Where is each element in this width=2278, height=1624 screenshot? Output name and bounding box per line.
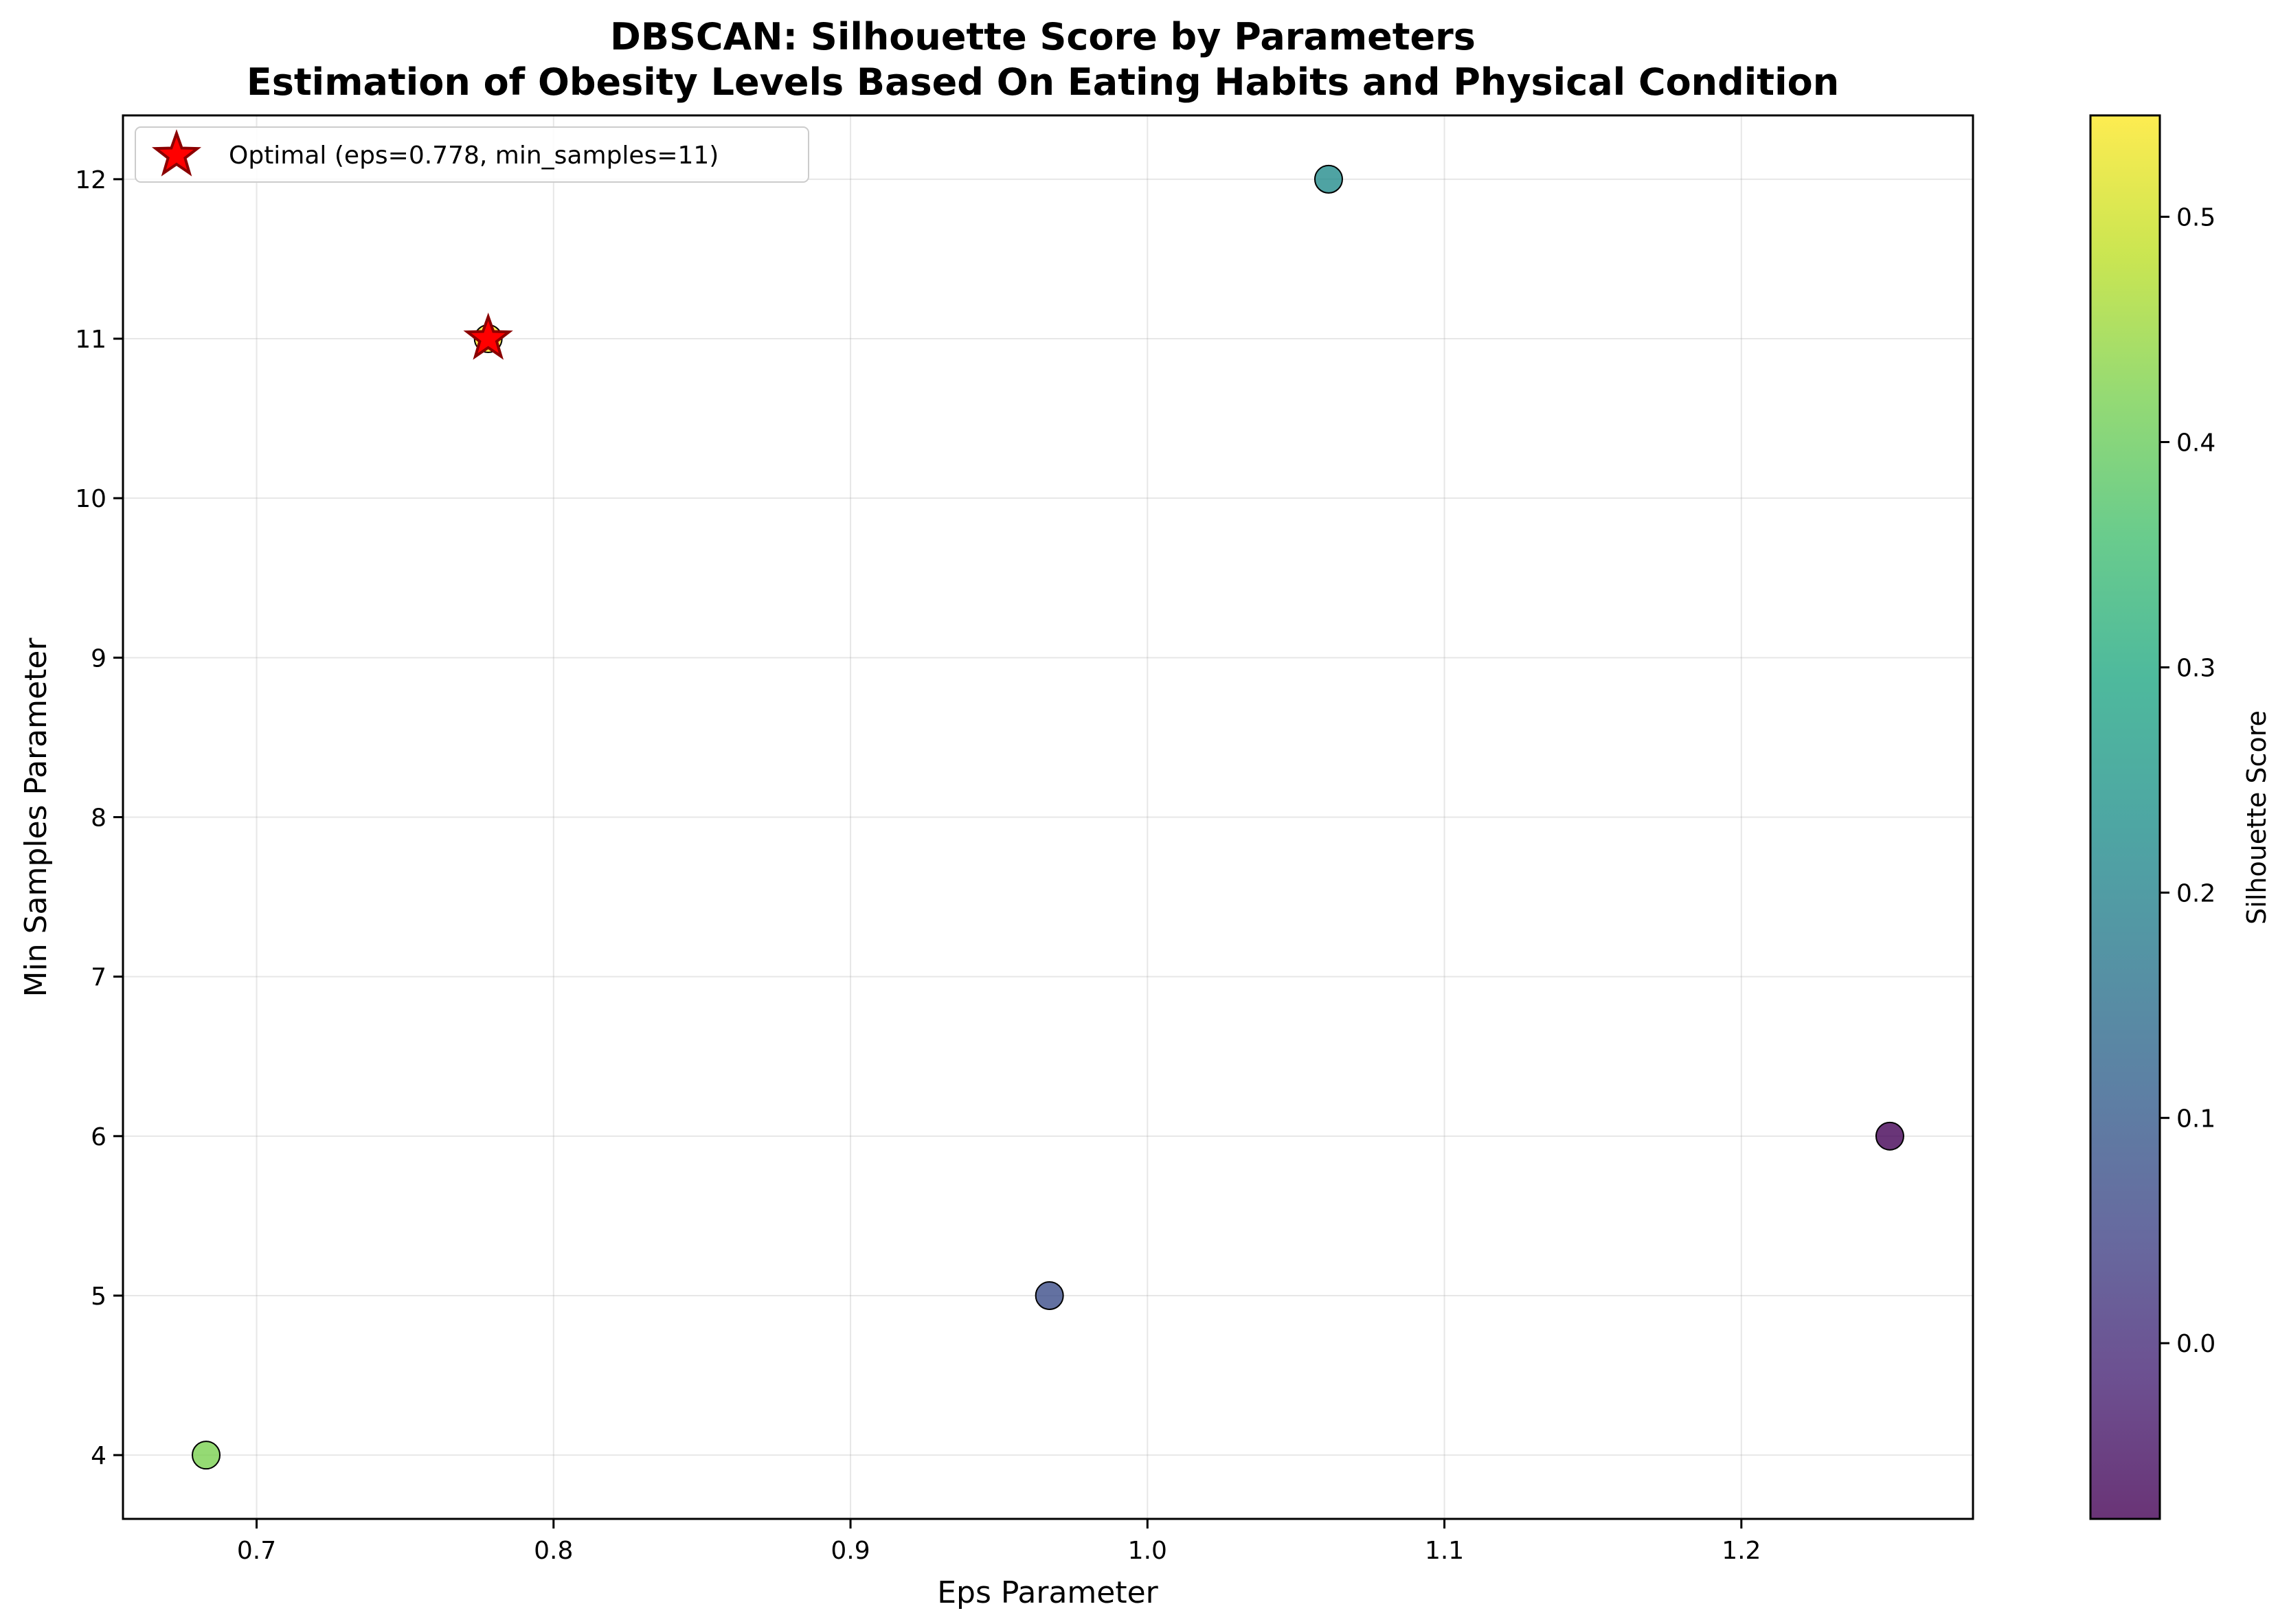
optimal-star-marker — [463, 313, 513, 360]
y-tick-label: 11 — [75, 326, 106, 354]
x-axis-label: Eps Parameter — [937, 1575, 1158, 1610]
y-tick-label: 6 — [91, 1123, 106, 1151]
chart-title: DBSCAN: Silhouette Score by Parameters — [610, 15, 1476, 58]
colorbar-tick-label: 0.1 — [2176, 1105, 2215, 1133]
y-tick-label: 8 — [91, 804, 106, 833]
colorbar: 0.0 0.1 0.2 0.3 0.4 0.5 Silhouette Score — [2089, 114, 2272, 1520]
colorbar-gradient — [2089, 114, 2161, 1520]
colorbar-label: Silhouette Score — [2242, 710, 2272, 925]
data-point — [1875, 1121, 1904, 1151]
y-tick-label: 12 — [75, 166, 106, 194]
y-tick-label: 10 — [75, 485, 106, 513]
legend-star-marker — [151, 128, 202, 177]
data-point — [1313, 164, 1343, 194]
y-tick-label: 5 — [91, 1283, 106, 1311]
colorbar-tick-label: 0.5 — [2176, 204, 2215, 232]
legend-box — [135, 126, 809, 183]
y-tick-label: 9 — [91, 644, 106, 673]
x-tick-label: 1.0 — [1128, 1537, 1167, 1565]
colorbar-tick-label: 0.0 — [2176, 1330, 2215, 1358]
colorbar-ticks: 0.0 0.1 0.2 0.3 0.4 0.5 — [2160, 204, 2215, 1358]
x-tick-label: 1.1 — [1425, 1537, 1464, 1565]
legend-label: Optimal (eps=0.778, min_samples=11) — [229, 142, 719, 170]
x-tick-label: 0.9 — [831, 1537, 870, 1565]
y-axis-ticks: 4 5 6 7 8 9 10 11 12 — [75, 166, 123, 1470]
x-tick-label: 0.8 — [534, 1537, 573, 1565]
x-tick-label: 0.7 — [237, 1537, 276, 1565]
plot-frame — [122, 114, 1974, 1520]
chart-subtitle: Estimation of Obesity Levels Based On Ea… — [247, 60, 1839, 104]
y-tick-label: 7 — [91, 964, 106, 992]
grid-lines — [123, 115, 1973, 1519]
legend: Optimal (eps=0.778, min_samples=11) — [135, 126, 809, 183]
x-axis-ticks: 0.7 0.8 0.9 1.0 1.1 1.2 — [237, 1519, 1761, 1565]
y-axis-label: Min Samples Parameter — [19, 638, 54, 997]
data-point — [1035, 1281, 1064, 1310]
colorbar-tick-label: 0.3 — [2176, 654, 2215, 682]
data-points — [192, 164, 1904, 1470]
x-tick-label: 1.2 — [1722, 1537, 1761, 1565]
y-tick-label: 4 — [91, 1442, 106, 1470]
colorbar-tick-label: 0.4 — [2176, 429, 2215, 457]
data-point — [192, 1441, 221, 1470]
colorbar-tick-label: 0.2 — [2176, 879, 2215, 907]
